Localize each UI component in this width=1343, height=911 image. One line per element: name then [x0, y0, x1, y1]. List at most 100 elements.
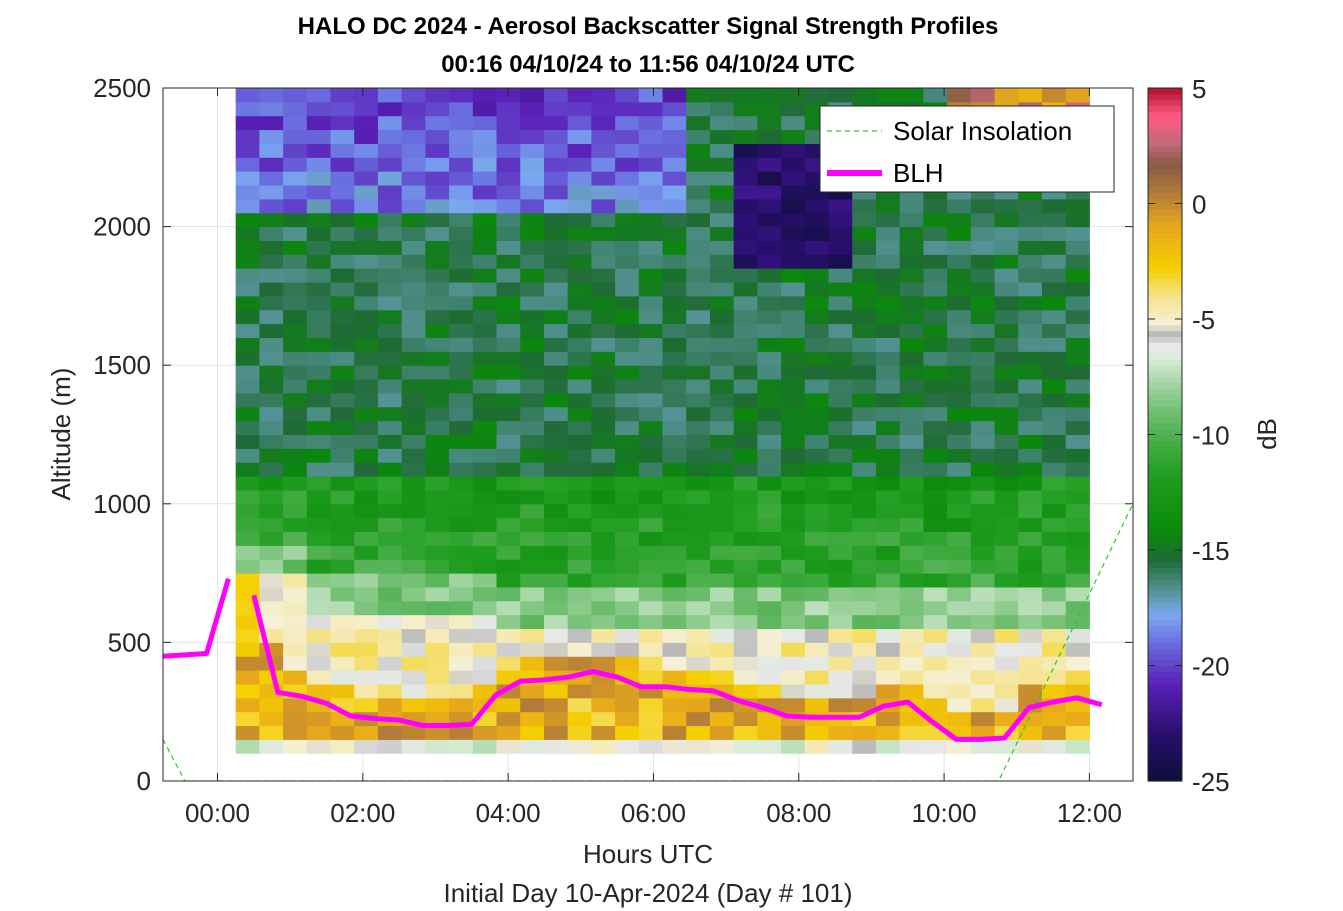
heatmap-cell [899, 725, 924, 740]
heatmap-cell [235, 448, 260, 463]
heatmap-cell [994, 573, 1019, 588]
heatmap-cell [496, 559, 521, 574]
colorbar-cell [1148, 388, 1182, 395]
heatmap-cell [472, 337, 498, 352]
heatmap-cell [520, 489, 545, 505]
heatmap-cell [259, 379, 284, 394]
heatmap-cell [472, 476, 498, 491]
heatmap-cell [425, 254, 450, 269]
heatmap-cell [472, 212, 498, 228]
heatmap-cell [875, 600, 901, 616]
heatmap-cell [781, 531, 806, 546]
heatmap-cell [259, 448, 284, 463]
heatmap-cell [567, 503, 592, 519]
colorbar-cell [1148, 180, 1182, 187]
heatmap-cell [757, 545, 782, 560]
heatmap-cell [638, 406, 664, 422]
heatmap-cell [543, 573, 569, 588]
heatmap-cell [330, 434, 355, 449]
heatmap-cell [591, 545, 616, 560]
heatmap-cell [947, 697, 972, 713]
heatmap-cell [235, 351, 260, 366]
heatmap-cell [899, 268, 924, 283]
heatmap-cell [1018, 337, 1043, 352]
heatmap-cell [970, 379, 996, 394]
heatmap-cell [804, 628, 830, 643]
heatmap-cell [259, 531, 284, 546]
heatmap-cell [449, 406, 474, 422]
heatmap-cell [472, 268, 498, 283]
colorbar-cell [1148, 515, 1182, 522]
heatmap-cell [449, 600, 474, 616]
heatmap-cell [638, 586, 664, 602]
heatmap-cell [567, 240, 592, 255]
heatmap-cell [757, 392, 782, 408]
heatmap-cell [449, 725, 474, 740]
heatmap-cell [875, 448, 901, 463]
heatmap-cell [1018, 88, 1043, 103]
heatmap-cell [733, 545, 758, 560]
heatmap-cell [804, 642, 830, 657]
heatmap-cell [686, 171, 711, 186]
heatmap-cell [543, 531, 569, 546]
heatmap-cell [377, 670, 403, 685]
heatmap-cell [662, 517, 687, 533]
heatmap-cell [923, 309, 948, 325]
heatmap-cell [449, 157, 474, 172]
blh-line [163, 577, 231, 659]
colorbar-cell [1148, 625, 1182, 632]
heatmap-cell [496, 573, 521, 588]
heatmap-cell [899, 503, 924, 519]
heatmap-cell [733, 670, 758, 685]
heatmap-cell [875, 198, 901, 214]
heatmap-cell [496, 157, 521, 172]
heatmap-cell [235, 628, 260, 643]
heatmap-cell [520, 683, 545, 699]
heatmap-cell [781, 434, 806, 449]
heatmap-cell [354, 545, 379, 560]
colorbar-cell [1148, 509, 1182, 516]
heatmap-cell [709, 531, 735, 546]
heatmap-cell [781, 628, 806, 643]
heatmap-cell [804, 503, 830, 519]
heatmap-cell [662, 129, 687, 144]
heatmap-cell [543, 171, 569, 186]
heatmap-cell [235, 129, 260, 144]
heatmap-cell [591, 365, 616, 380]
heatmap-cell [923, 282, 948, 297]
heatmap-cell [615, 323, 640, 338]
heatmap-cell [615, 143, 640, 158]
heatmap-cell [591, 420, 616, 435]
heatmap-cell [472, 586, 498, 602]
heatmap-cell [377, 365, 403, 380]
heatmap-cell [1065, 573, 1090, 588]
heatmap-cell [259, 351, 284, 366]
heatmap-cell [472, 670, 498, 685]
heatmap-cell [1065, 489, 1090, 505]
colorbar-cell [1148, 422, 1182, 430]
colorbar-cell [1148, 717, 1182, 724]
heatmap-cell [757, 517, 782, 533]
heatmap-cell [306, 600, 332, 616]
y-tick-label: 0 [137, 766, 151, 796]
heatmap-cell [1018, 489, 1043, 505]
heatmap-cell [496, 323, 521, 338]
heatmap-cell [709, 212, 735, 228]
heatmap-cell [259, 725, 284, 740]
heatmap-cell [235, 697, 260, 713]
heatmap-cell [781, 226, 806, 241]
heatmap-cell [235, 420, 260, 435]
heatmap-cell [852, 559, 877, 574]
colorbar-cell [1148, 630, 1182, 638]
heatmap-cell [306, 725, 332, 740]
heatmap-cell [947, 379, 972, 394]
heatmap-cell [994, 683, 1019, 699]
heatmap-cell [686, 642, 711, 657]
heatmap-cell [235, 670, 260, 685]
heatmap-cell [520, 406, 545, 422]
heatmap-cell [591, 462, 616, 477]
colorbar-cell [1148, 451, 1182, 459]
heatmap-cell [828, 614, 853, 630]
heatmap-cell [615, 185, 640, 200]
heatmap-cell [1041, 683, 1067, 699]
